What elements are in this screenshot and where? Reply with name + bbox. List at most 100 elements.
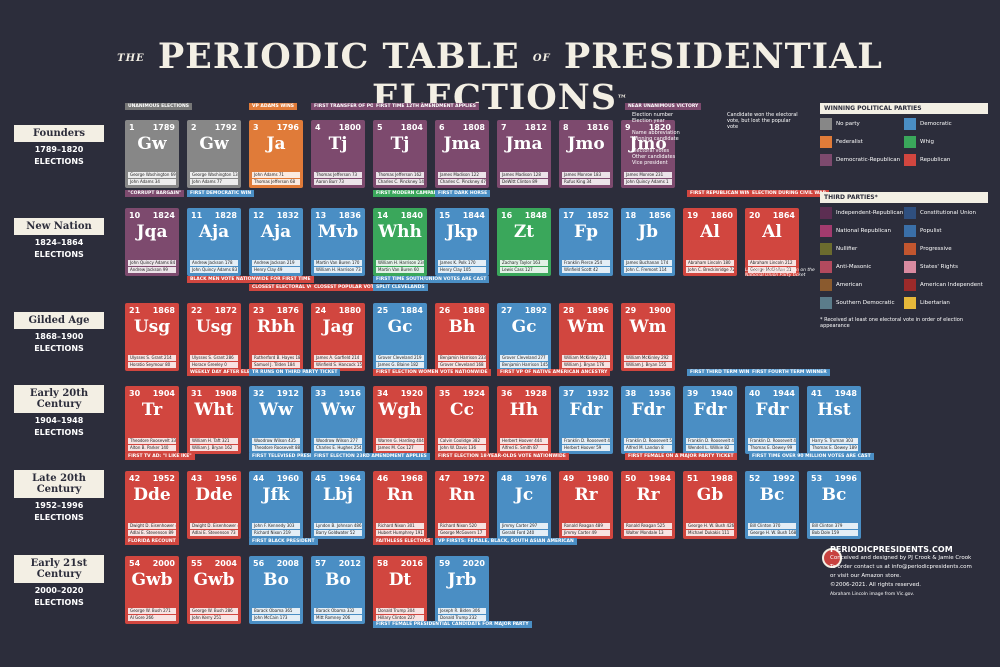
candidate-row: George McClellan 21	[748, 267, 796, 273]
election-element[interactable]: 50 1984 Rr Ronald Reagan 525 Walter Mondale …	[621, 471, 675, 539]
election-element[interactable]: 2 1792 Gw George Washington 132 John Adams 7…	[187, 120, 241, 188]
candidate-row: James M. Cox 127	[376, 445, 424, 451]
election-element[interactable]: 13 1836 Mvb Martin Van Buren 170 William H. …	[311, 208, 365, 276]
color-swatch	[820, 207, 832, 219]
election-element[interactable]: 55 2004 Gwb George W. Bush 286 John Kerry 25…	[187, 556, 241, 624]
election-element[interactable]: 48 1976 Jc Jimmy Carter 297 Gerald Ford 240	[497, 471, 551, 539]
election-element[interactable]: 29 1900 Wm William McKinley 292 William J. B…	[621, 303, 675, 371]
election-element[interactable]: 19 1860 Al Abraham Lincoln 180 John C. Breck…	[683, 208, 737, 276]
election-element[interactable]: 18 1856 Jb James Buchanan 174 John C. Fremon…	[621, 208, 675, 276]
election-element[interactable]: 1 1789 Gw George Washington 69 John Adams 34	[125, 120, 179, 188]
election-element[interactable]: 10 1824 Jqa John Quincy Adams 84 Andrew Jack…	[125, 208, 179, 276]
annotation-tag: FIRST DARK HORSE	[435, 190, 491, 197]
election-element[interactable]: 28 1896 Wm William McKinley 271 William J. B…	[559, 303, 613, 371]
election-element[interactable]: 16 1848 Zt Zachary Taylor 163 Lewis Cass 127	[497, 208, 551, 276]
name-abbreviation: Jag	[322, 317, 354, 337]
election-element[interactable]: 20 1864 Al Abraham Lincoln 212 George McClel…	[745, 208, 799, 276]
election-element[interactable]: 56 2008 Bo Barack Obama 365 John McCain 173	[249, 556, 303, 624]
election-element[interactable]: 26 1888 Bh Benjamin Harrison 233 Grover Clev…	[435, 303, 489, 371]
election-element[interactable]: 35 1924 Cc Calvin Coolidge 382 John W. Davis…	[435, 386, 489, 454]
election-element[interactable]: 43 1956 Dde Dwight D. Eisenhower 457Adlai E…	[187, 471, 241, 539]
election-element[interactable]: 4 1800 Tj Thomas Jefferson 73 Aaron Burr 73	[311, 120, 365, 188]
election-element[interactable]: 23 1876 Rbh Rutherford B. Hayes 185 Samuel J…	[249, 303, 303, 371]
election-element[interactable]: 15 1844 Jkp James K. Polk 170 Henry Clay 105	[435, 208, 489, 276]
name-abbreviation: Jma	[505, 134, 543, 154]
election-year: 1980	[586, 474, 609, 483]
election-element[interactable]: 7 1812 Jma James Madison 128 DeWitt Clinton …	[497, 120, 551, 188]
election-element[interactable]: 33 1916 Ww Woodrow Wilson 277 Charles E. Hug…	[311, 386, 365, 454]
election-element[interactable]: 51 1988 Gb George H. W. Bush 426 Michael Duk…	[683, 471, 737, 539]
annotation-tag: "CORRUPT BARGAIN"	[125, 190, 185, 197]
election-element[interactable]: 27 1892 Gc Grover Cleveland 277 Benjamin Har…	[497, 303, 551, 371]
election-element[interactable]: 45 1964 Lbj Lyndon B. Johnson 486 Barry Gold…	[311, 471, 365, 539]
election-element[interactable]: 34 1920 Wgh Warren G. Harding 404 James M. C…	[373, 386, 427, 454]
election-year: 1880	[338, 306, 361, 315]
election-element[interactable]: 53 1996 Bc Bill Clinton 379 Bob Dole 159	[807, 471, 861, 539]
election-element[interactable]: 12 1832 Aja Andrew Jackson 219 Henry Clay 49	[249, 208, 303, 276]
election-element[interactable]: 40 1944 Fdr Franklin D. Roosevelt 432 Thomas…	[745, 386, 799, 454]
election-element[interactable]: 8 1816 Jmo James Monroe 183 Rufus King 34	[559, 120, 613, 188]
election-element[interactable]: 17 1852 Fp Franklin Pierce 254 Winfield Scot…	[559, 208, 613, 276]
election-number: 46	[377, 474, 389, 483]
annotation-tag: CLOSEST ELECTORAL VOTE	[249, 284, 323, 291]
election-element[interactable]: 46 1968 Rn Richard Nixon 301 Hubert Humphrey…	[373, 471, 427, 539]
candidate-row: Franklin D. Roosevelt 472	[562, 438, 610, 444]
election-year: 1964	[338, 474, 361, 483]
election-number: 21	[129, 306, 141, 315]
election-element[interactable]: 5 1804 Tj Thomas Jefferson 162 Charles C. Pi…	[373, 120, 427, 188]
annotation-tag: ELECTION DURING CIVIL WAR	[749, 190, 830, 197]
election-element[interactable]: 24 1880 Jag James A. Garfield 214 Winfield S…	[311, 303, 365, 371]
legend-item: Nullifier	[820, 243, 904, 255]
election-number: 56	[253, 559, 265, 568]
election-element[interactable]: 47 1972 Rn Richard Nixon 520 George McGovern…	[435, 471, 489, 539]
election-element[interactable]: 42 1952 Dde Dwight D. Eisenhower 442Adlai E…	[125, 471, 179, 539]
election-element[interactable]: 25 1884 Gc Grover Cleveland 219 James G. Bla…	[373, 303, 427, 371]
legend-item: Libertarian	[904, 297, 988, 309]
election-year: 1792	[214, 123, 237, 132]
election-element[interactable]: 30 1904 Tr Theodore Roosevelt 336 Alton B. P…	[125, 386, 179, 454]
election-element[interactable]: 41 1948 Hst Harry S. Truman 303 Thomas E. De…	[807, 386, 861, 454]
annotation-tag: NEAR UNANIMOUS VICTORY	[625, 103, 702, 110]
election-number: 13	[315, 211, 327, 220]
name-abbreviation: Tj	[328, 134, 348, 154]
name-abbreviation: Usg	[133, 317, 171, 337]
election-element[interactable]: 57 2012 Bo Barack Obama 332 Mitt Romney 206	[311, 556, 365, 624]
election-element[interactable]: 22 1872 Usg Ulysses S. Grant 286 Horace Gree…	[187, 303, 241, 371]
election-element[interactable]: 9 1820 Jmo James Monroe 231 John Quincy Adam…	[621, 120, 675, 188]
candidate-row: George Washington 132	[190, 172, 238, 178]
election-number: 54	[129, 559, 141, 568]
name-abbreviation: Jmo	[567, 134, 605, 154]
election-element[interactable]: 36 1928 Hh Herbert Hoover 444 Alfred E. Smit…	[497, 386, 551, 454]
candidate-row: George H. W. Bush 168	[748, 530, 796, 536]
election-element[interactable]: 6 1808 Jma James Madison 122 Charles C. Pinc…	[435, 120, 489, 188]
annotation-tag: FIRST TV AD: "I LIKE IKE"	[125, 453, 195, 460]
name-abbreviation: Tj	[390, 134, 410, 154]
election-element[interactable]: 52 1992 Bc Bill Clinton 370 George H. W. Bus…	[745, 471, 799, 539]
election-number: 47	[439, 474, 451, 483]
election-element[interactable]: 39 1940 Fdr Franklin D. Roosevelt 449 Wendel…	[683, 386, 737, 454]
election-element[interactable]: 49 1980 Rr Ronald Reagan 489 Jimmy Carter 49	[559, 471, 613, 539]
election-year: 1864	[772, 211, 795, 220]
election-element[interactable]: 32 1912 Ww Woodrow Wilson 435 Theodore Roose…	[249, 386, 303, 454]
election-element[interactable]: 11 1828 Aja Andrew Jackson 178 John Quincy A…	[187, 208, 241, 276]
election-element[interactable]: 44 1960 Jfk John F. Kennedy 303 Richard Nixo…	[249, 471, 303, 539]
election-element[interactable]: 21 1868 Usg Ulysses S. Grant 214 Horatio Sey…	[125, 303, 179, 371]
election-element[interactable]: 58 2016 Dt Donald Trump 304 Hillary Clinton …	[373, 556, 427, 624]
election-element[interactable]: 59 2020 Jrb Joseph R. Biden 306 Donald Trump…	[435, 556, 489, 624]
name-abbreviation: Gwb	[131, 570, 173, 590]
election-element[interactable]: 38 1936 Fdr Franklin D. Roosevelt 523 Alfred…	[621, 386, 675, 454]
candidate-row: Ronald Reagan 525	[624, 523, 672, 529]
election-number: 24	[315, 306, 327, 315]
candidate-row: Donald Trump 304	[376, 608, 424, 614]
election-element[interactable]: 3 1796 Ja John Adams 71 Thomas Jefferson 68	[249, 120, 303, 188]
election-element[interactable]: 54 2000 Gwb George W. Bush 271 Al Gore 266	[125, 556, 179, 624]
website-link[interactable]: PERIODICPRESIDENTS.COM	[830, 545, 953, 554]
election-element[interactable]: 37 1932 Fdr Franklin D. Roosevelt 472 Herber…	[559, 386, 613, 454]
election-element[interactable]: 14 1840 Whh William H. Harrison 234 Martin V…	[373, 208, 427, 276]
election-number: 48	[501, 474, 513, 483]
candidate-row: Thomas Jefferson 73	[314, 172, 362, 178]
election-year: 1789	[152, 123, 175, 132]
election-element[interactable]: 31 1908 Wht William H. Taft 321 William J. B…	[187, 386, 241, 454]
election-year: 1856	[648, 211, 671, 220]
candidate-row: Lyndon B. Johnson 486	[314, 523, 362, 529]
